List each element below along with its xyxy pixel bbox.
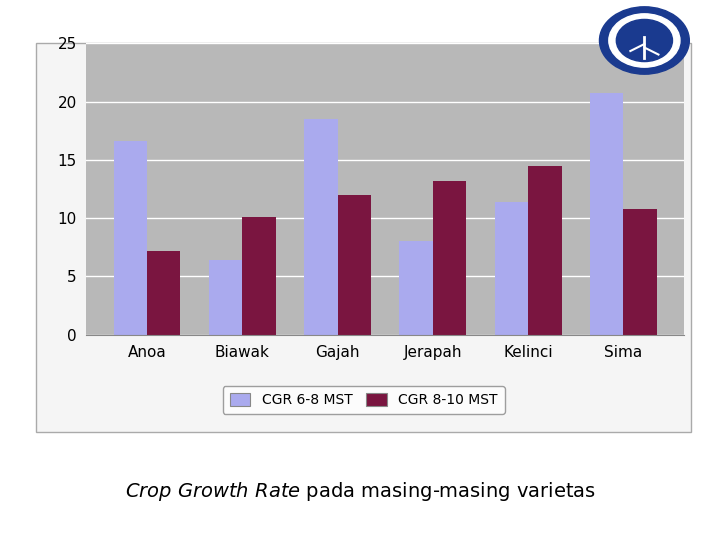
Bar — [590, 93, 624, 335]
Bar — [624, 209, 657, 335]
Bar — [528, 166, 562, 335]
Circle shape — [616, 19, 672, 62]
Bar — [242, 217, 276, 335]
Bar — [114, 141, 147, 335]
Bar — [304, 119, 338, 335]
Legend: CGR 6-8 MST, CGR 8-10 MST: CGR 6-8 MST, CGR 8-10 MST — [222, 386, 505, 414]
Bar — [495, 202, 528, 335]
Bar — [147, 251, 180, 335]
Circle shape — [600, 7, 689, 74]
Bar — [433, 181, 467, 335]
Circle shape — [609, 14, 680, 67]
Bar — [209, 260, 242, 335]
Text: $\it{Crop\ Growth\ Rate}$ pada masing-masing varietas: $\it{Crop\ Growth\ Rate}$ pada masing-ma… — [125, 480, 595, 503]
Bar — [338, 195, 371, 335]
Bar — [400, 241, 433, 335]
